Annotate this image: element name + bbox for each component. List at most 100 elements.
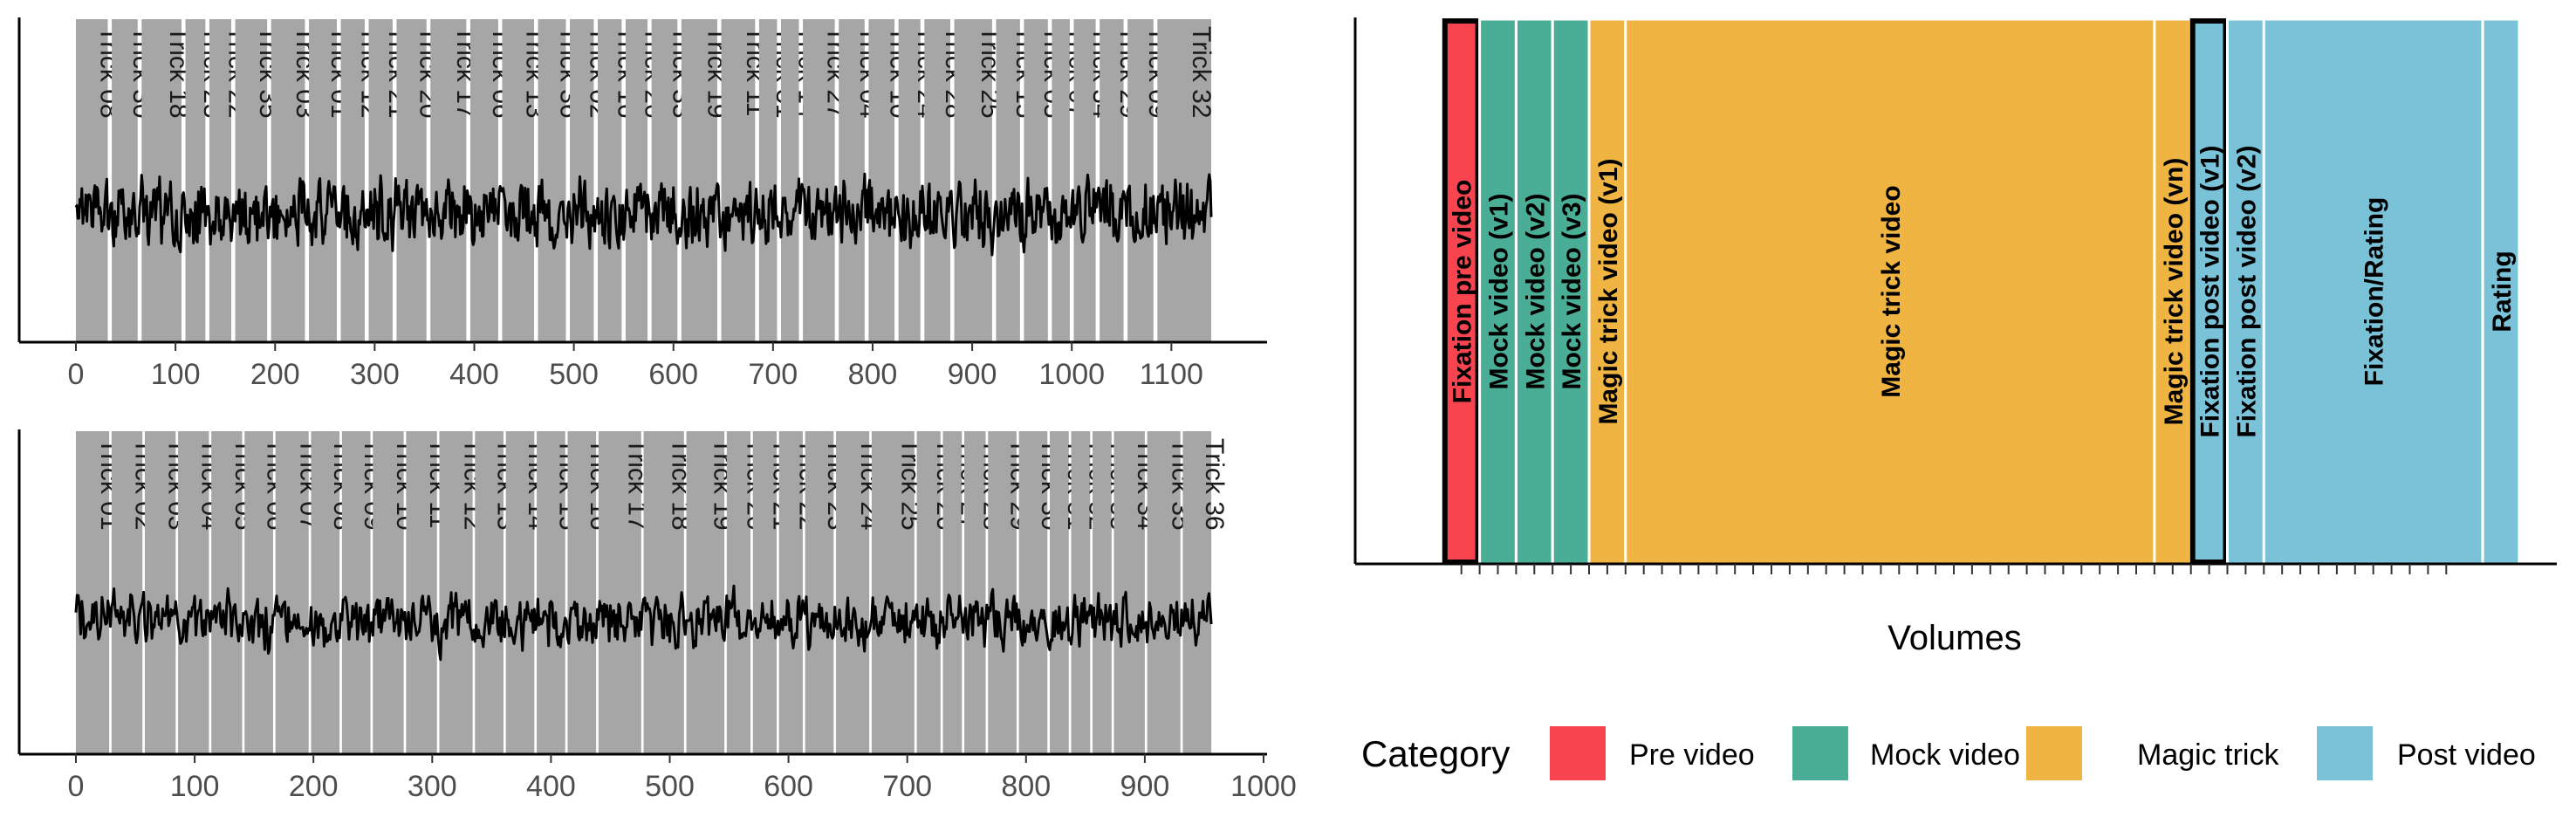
segment-bar	[2153, 17, 2193, 566]
x-tick-label: 700	[748, 358, 798, 391]
trick-block	[209, 19, 232, 342]
segment-highlight-frame	[1442, 18, 1481, 565]
trick-block	[309, 19, 338, 342]
trick-block	[475, 431, 504, 754]
x-tick-label: 500	[645, 770, 695, 803]
legend: Category Pre video Mock video Magic trick Po…	[1361, 726, 2536, 780]
trick-block	[643, 431, 684, 754]
trick-block	[341, 431, 371, 754]
trick-block	[1100, 19, 1124, 342]
trick-block	[996, 19, 1020, 342]
trick-block	[141, 19, 182, 342]
trick-block	[778, 431, 803, 754]
trick-block	[780, 19, 799, 342]
trick-block	[803, 19, 835, 342]
legend-label: Pre video	[1629, 738, 1755, 772]
trick-block	[681, 19, 717, 342]
segment-label: Magic trick video (v1)	[1594, 158, 1623, 424]
trick-block	[726, 431, 751, 754]
signal-line	[74, 172, 1213, 257]
trick-block	[1113, 431, 1145, 754]
trick-block	[686, 431, 725, 754]
trick-block	[924, 19, 950, 342]
trick-block	[185, 19, 206, 342]
panel-right-design-bar: Fixation pre video Mock video (v1) Mock vi…	[1353, 17, 2557, 657]
signal-line	[74, 584, 1213, 662]
x-tick-label: 400	[526, 770, 576, 803]
segment-bar	[1551, 17, 1591, 566]
trick-block	[836, 431, 870, 754]
trick-block	[1050, 431, 1069, 754]
segment-label: Magic trick video	[1877, 185, 1906, 397]
x-tick-label: 0	[68, 358, 85, 391]
trick-block	[964, 431, 986, 754]
legend-swatch	[1550, 726, 1606, 780]
segment-bar	[1478, 17, 1518, 566]
trick-block	[567, 431, 597, 754]
x-tick-label: 900	[1120, 770, 1170, 803]
trick-block	[570, 19, 594, 342]
trick-block	[235, 19, 268, 342]
segment-label: Rating	[2488, 251, 2517, 332]
trick-block	[916, 431, 941, 754]
x-tick-label: 500	[549, 358, 599, 391]
x-tick-label: 300	[408, 770, 457, 803]
legend-label: Magic trick	[2137, 738, 2279, 772]
trick-block	[1147, 431, 1181, 754]
trick-block	[625, 19, 648, 342]
x-tick-label: 800	[1001, 770, 1051, 803]
segment-label: Mock video (v3)	[1558, 193, 1586, 389]
x-tick-label: 800	[848, 358, 898, 391]
segment-label: Fixation/Rating	[2360, 197, 2389, 387]
segment-highlight-frame	[2189, 18, 2229, 565]
x-tick-label: 100	[170, 770, 220, 803]
trick-block	[275, 431, 309, 754]
x-tick-label: 600	[764, 770, 813, 803]
x-tick-label: 400	[449, 358, 499, 391]
trick-block	[1073, 19, 1096, 342]
x-axis-title: Volumes	[1887, 619, 2021, 657]
legend-swatch	[2317, 726, 2373, 780]
trick-block	[76, 19, 108, 342]
trick-block	[112, 19, 138, 342]
trick-block	[244, 431, 273, 754]
trick-block	[871, 431, 915, 754]
trick-block	[651, 19, 678, 342]
trick-block	[721, 19, 756, 342]
trick-block	[954, 19, 992, 342]
x-tick-label: 200	[289, 770, 339, 803]
segment-bar	[2481, 17, 2521, 566]
trick-block	[868, 19, 895, 342]
x-tick-label: 300	[350, 358, 400, 391]
trick-block	[311, 431, 340, 754]
trick-block	[111, 431, 143, 754]
panel-bottom-left-timeseries: Trick 01 Trick 02 Trick 03 Trick 04 Trick 05…	[17, 429, 1297, 803]
legend-title: Category	[1361, 733, 1510, 774]
trick-block	[340, 19, 365, 342]
trick-block	[502, 19, 534, 342]
x-tick-label: 100	[151, 358, 201, 391]
x-tick-label: 1000	[1230, 770, 1297, 803]
x-tick-label: 900	[948, 358, 997, 391]
trick-block	[758, 19, 778, 342]
x-tick-label: 1100	[1140, 358, 1203, 391]
trick-label: Trick 36	[1200, 438, 1229, 531]
x-tick-label: 700	[882, 770, 932, 803]
x-tick-label: 200	[250, 358, 300, 391]
trick-block	[898, 19, 921, 342]
legend-label: Mock video	[1870, 738, 2020, 772]
trick-block	[396, 19, 427, 342]
trick-block	[1182, 431, 1212, 754]
trick-block	[805, 431, 834, 754]
trick-block	[537, 431, 565, 754]
trick-block	[144, 431, 176, 754]
trick-block	[598, 19, 622, 342]
trick-block	[942, 431, 963, 754]
trick-block	[1093, 431, 1112, 754]
segment-label: Magic trick video (vn)	[2160, 158, 2189, 426]
trick-block	[1157, 19, 1211, 342]
trick-block	[178, 431, 209, 754]
trick-block	[406, 431, 437, 754]
legend-swatch	[2026, 726, 2082, 780]
